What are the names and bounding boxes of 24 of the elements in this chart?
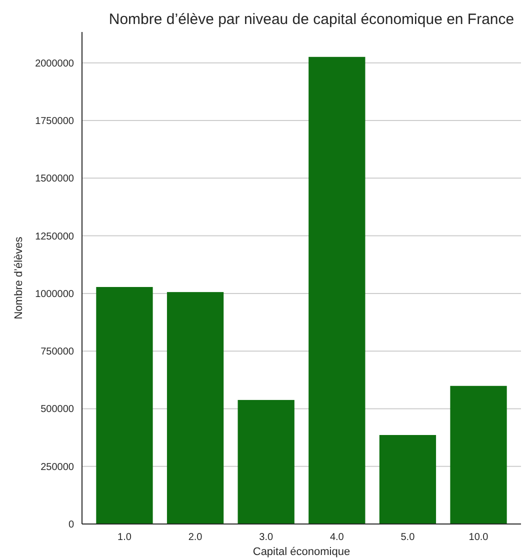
bar [96, 286, 153, 524]
x-axis-title: Capital économique [252, 546, 350, 558]
y-tick-label: 750000 [40, 346, 74, 358]
y-tick-label: 1250000 [35, 231, 74, 242]
x-tick-label: 5.0 [400, 532, 416, 543]
y-tick-label: 2000000 [35, 58, 74, 70]
y-tick-label: 500000 [40, 404, 74, 416]
y-tick-label: 250000 [40, 462, 74, 473]
bar [238, 400, 294, 524]
bar [308, 56, 366, 524]
x-tick-label: 4.0 [330, 532, 344, 543]
y-tick-label: 1750000 [35, 116, 74, 128]
y-axis-title: Nombre d’élèves [13, 236, 25, 320]
y-tick-label: 1000000 [35, 288, 74, 300]
chart-title: Nombre d’élève par niveau de capital économique en France [108, 11, 514, 28]
bar [450, 386, 507, 524]
x-tick-label: 3.0 [259, 532, 274, 543]
x-tick-label: 2.0 [188, 532, 203, 543]
bar [166, 292, 224, 524]
y-tick-label: 1500000 [35, 174, 74, 185]
y-tick-label: 0 [68, 520, 74, 530]
x-tick-label: 10.0 [468, 532, 489, 543]
x-tick-label: 1.0 [118, 532, 132, 543]
bar [379, 435, 436, 524]
